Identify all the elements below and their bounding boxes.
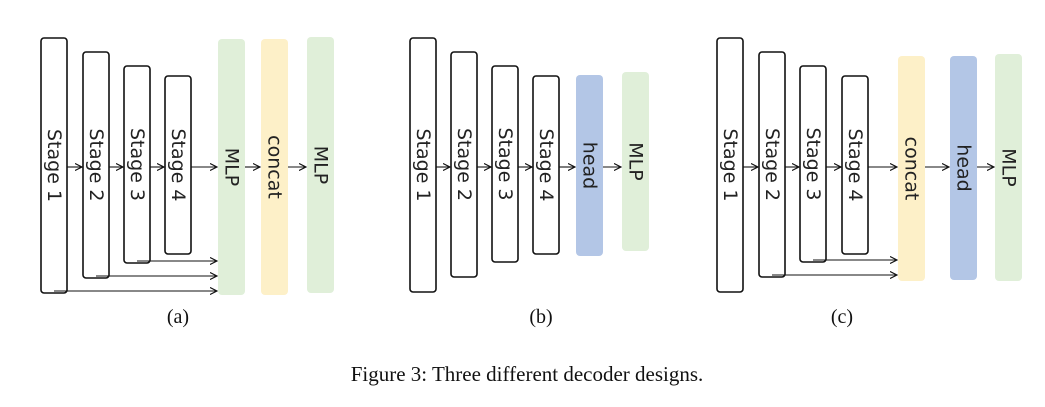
stage-label: Stage 2 bbox=[453, 128, 475, 201]
stage-box bbox=[716, 37, 744, 293]
stage-label: Stage 3 bbox=[802, 127, 824, 200]
panel-a: Stage 1 Stage 2 Stage 3 Stage 4 MLP concat MLP… bbox=[40, 37, 334, 328]
stage-label: Stage 1 bbox=[719, 128, 741, 201]
figure-caption: Figure 3: Three different decoder design… bbox=[351, 362, 704, 386]
panel-label: (c) bbox=[831, 306, 853, 328]
stage-box bbox=[82, 51, 110, 279]
stage-label: Stage 3 bbox=[126, 128, 148, 201]
head-label: head bbox=[579, 142, 601, 189]
MLP-block bbox=[622, 72, 649, 251]
concat-block bbox=[898, 56, 925, 281]
concat-label: concat bbox=[264, 135, 286, 199]
concat-block bbox=[261, 39, 288, 295]
MLP-label: MLP bbox=[625, 142, 647, 180]
stage-box bbox=[123, 65, 151, 264]
stage-box bbox=[450, 51, 478, 278]
stage-label: Stage 2 bbox=[761, 128, 783, 201]
stage-box bbox=[841, 75, 869, 255]
stage-label: Stage 2 bbox=[85, 128, 107, 201]
MLP-label: MLP bbox=[310, 146, 332, 184]
stage-box bbox=[532, 75, 560, 255]
stage-label: Stage 3 bbox=[494, 127, 516, 200]
MLP-block bbox=[218, 39, 245, 295]
stage-label: Stage 4 bbox=[535, 128, 557, 201]
panel-b: Stage 1 Stage 2 Stage 3 Stage 4 head MLP (b) bbox=[409, 37, 649, 328]
stage-box bbox=[164, 75, 192, 255]
MLP-label: MLP bbox=[221, 148, 243, 186]
stage-label: Stage 4 bbox=[844, 128, 866, 201]
stage-box bbox=[799, 65, 827, 263]
stage-box bbox=[40, 37, 68, 294]
stage-box bbox=[491, 65, 519, 263]
stage-box bbox=[409, 37, 437, 293]
stage-label: Stage 1 bbox=[43, 129, 65, 202]
MLP-block bbox=[995, 54, 1022, 281]
stage-label: Stage 1 bbox=[412, 128, 434, 201]
panel-label: (b) bbox=[529, 306, 552, 328]
panel-c: Stage 1 Stage 2 Stage 3 Stage 4 concat head ML… bbox=[716, 37, 1022, 328]
MLP-block bbox=[307, 37, 334, 293]
head-block bbox=[576, 75, 603, 256]
panel-label: (a) bbox=[167, 306, 189, 328]
stage-label: Stage 4 bbox=[167, 128, 189, 201]
head-block bbox=[950, 56, 977, 280]
concat-label: concat bbox=[901, 137, 923, 201]
MLP-label: MLP bbox=[998, 148, 1020, 186]
stage-box bbox=[758, 51, 786, 278]
head-label: head bbox=[953, 144, 975, 191]
